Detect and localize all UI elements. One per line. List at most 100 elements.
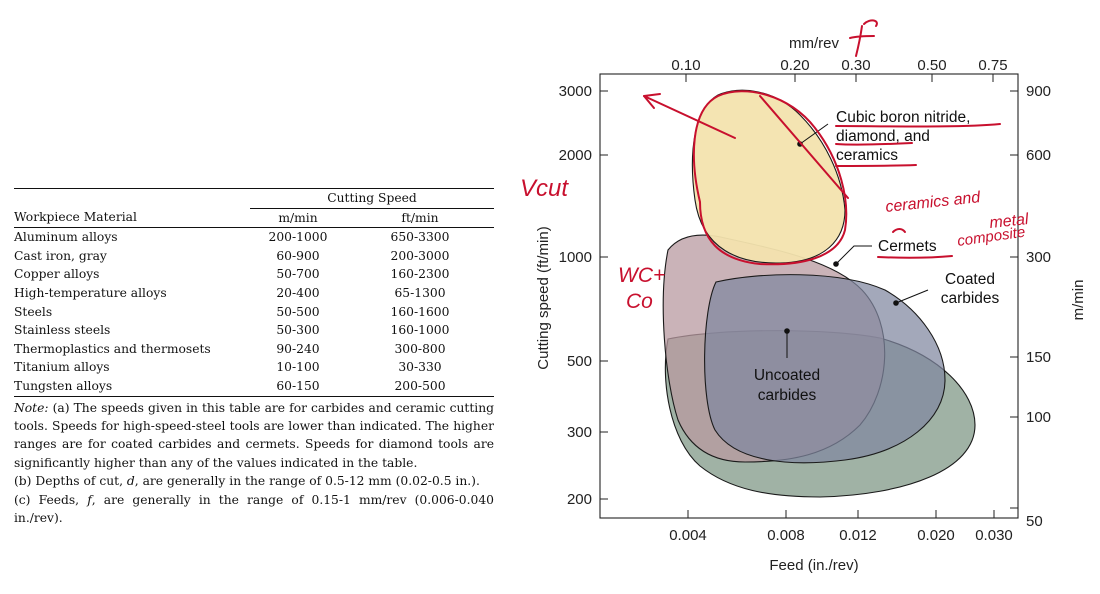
y-axis-left-title: Cutting speed (ft/min) — [535, 226, 552, 369]
y-tick-right-300: 300 — [1026, 249, 1051, 266]
y-tick-left-1000: 1000 — [559, 249, 592, 266]
red-arrow-head — [643, 93, 661, 109]
material-cell: Titanium alloys — [14, 360, 110, 375]
y-tick-left-2000: 2000 — [559, 147, 592, 164]
label-cbn-1: Cubic boron nitride, — [836, 109, 970, 126]
y-tick-right-150: 150 — [1026, 349, 1051, 366]
x-tick-bottom-0.008: 0.008 — [767, 527, 805, 544]
red-outline-cbn — [693, 90, 848, 266]
annotation-wc-co-2: Co — [626, 290, 653, 313]
x-tick-bottom-0.004: 0.004 — [669, 527, 707, 544]
material-cell: Thermoplastics and thermosets — [14, 341, 211, 356]
cutting-speed-table: Cutting Speed Workpiece Material m/min f… — [14, 188, 494, 397]
table-row: Thermoplastics and thermosets 90-240 300-8… — [14, 340, 494, 359]
handwritten-annotations — [643, 19, 1001, 266]
material-cell: High-temperature alloys — [14, 285, 167, 300]
m-min-cell: 10-100 — [276, 360, 320, 375]
ft-min-cell: 300-800 — [394, 341, 446, 356]
ft-min-cell: 200-3000 — [390, 248, 450, 263]
note-b: (b) Depths of cut, d, are generally in t… — [14, 474, 480, 489]
ft-min-cell: 650-3300 — [390, 230, 450, 245]
coated-leader-dot — [893, 300, 899, 306]
m-min-cell: 50-700 — [276, 267, 320, 282]
x-axis-bottom-title: Feed (in./rev) — [769, 557, 858, 574]
cermets-leader-dot — [833, 261, 839, 267]
region-cbn-diamond-ceramics — [691, 89, 846, 264]
ft-min-cell: 30-330 — [398, 360, 442, 375]
label-uncoated-1: Uncoated — [754, 367, 820, 384]
group-header: Cutting Speed — [250, 188, 494, 209]
x-tick-top-0.50: 0.50 — [917, 57, 946, 74]
table-body: Aluminum alloys 200-1000 650-3300 Cast iron… — [14, 227, 494, 397]
m-min-cell: 90-240 — [276, 341, 320, 356]
x-tick-top-0.20: 0.20 — [780, 57, 809, 74]
table-row: Aluminum alloys 200-1000 650-3300 — [14, 227, 494, 247]
cermets-leader — [835, 245, 872, 265]
label-cermets: Cermets — [878, 238, 937, 255]
note-a: Note: (a) The speeds given in this table… — [14, 400, 494, 470]
plot-frame — [599, 73, 1019, 519]
y-tick-right-600: 600 — [1026, 147, 1051, 164]
label-uncoated-2: carbides — [758, 387, 817, 404]
cutting-speed-table-block: Cutting Speed Workpiece Material m/min f… — [14, 188, 494, 527]
annotation-ceramics-metal-1: ceramics and — [885, 189, 982, 216]
material-cell: Copper alloys — [14, 267, 100, 282]
m-min-cell: 60-150 — [276, 378, 320, 393]
m-min-cell: 60-900 — [276, 248, 320, 263]
table-row: Titanium alloys 10-100 30-330 — [14, 358, 494, 377]
y-tick-left-500: 500 — [567, 353, 592, 370]
y-tick-left-300: 300 — [567, 424, 592, 441]
annotation-wc-co-1: WC+ — [618, 264, 665, 287]
uncoated-leader-dot — [784, 328, 790, 334]
y-tick-right-900: 900 — [1026, 83, 1051, 100]
ft-min-cell: 160-1600 — [390, 304, 450, 319]
note-c: (c) Feeds, f, are generally in the range… — [14, 492, 494, 525]
x-tick-top-0.10: 0.10 — [671, 57, 700, 74]
m-min-cell: 20-400 — [276, 285, 320, 300]
material-cell: Stainless steels — [14, 323, 111, 338]
annotation-ceramics-metal-3: composite — [956, 224, 1026, 250]
annotation-ceramics-metal-2: metal — [989, 211, 1030, 232]
material-cell: Aluminum alloys — [14, 230, 118, 245]
annotation-vcut: Vcut — [520, 175, 569, 202]
label-cbn-2: diamond, and — [836, 128, 930, 145]
red-tangent-line — [759, 95, 849, 199]
x-tick-top-0.30: 0.30 — [841, 57, 870, 74]
red-caret-cermets — [892, 228, 906, 233]
red-arrow-line — [643, 95, 736, 139]
material-cell: Steels — [14, 304, 53, 319]
red-underline-cermets — [877, 255, 953, 259]
x-tick-bottom-0.012: 0.012 — [839, 527, 877, 544]
material-cell: Cast iron, gray — [14, 248, 107, 263]
red-underline-cbn — [835, 123, 1001, 128]
coated-leader — [895, 289, 929, 304]
x-tick-top-0.75: 0.75 — [978, 57, 1007, 74]
table-row: Cast iron, gray 60-900 200-3000 — [14, 247, 494, 266]
ft-min-cell: 200-500 — [394, 378, 446, 393]
ft-min-cell: 65-1300 — [394, 285, 446, 300]
y-tick-left-200: 200 — [567, 491, 592, 508]
m-min-cell: 50-300 — [276, 323, 320, 338]
table-row: Stainless steels 50-300 160-1000 — [14, 321, 494, 340]
col-ft-header: ft/min — [401, 210, 439, 225]
label-coated-2: carbides — [941, 290, 1000, 307]
ft-min-cell: 160-2300 — [390, 267, 450, 282]
material-cell: Tungsten alloys — [14, 378, 113, 393]
x-axis-top-title: mm/rev — [789, 35, 839, 52]
table-row: Copper alloys 50-700 160-2300 — [14, 265, 494, 284]
col-material-header: Workpiece Material — [14, 210, 137, 225]
m-min-cell: 200-1000 — [268, 230, 328, 245]
y-tick-left-3000: 3000 — [559, 83, 592, 100]
label-coated-1: Coated — [945, 271, 995, 288]
cbn-leader — [799, 123, 829, 145]
x-tick-bottom-0.020: 0.020 — [917, 527, 955, 544]
red-underline-ceramics — [835, 164, 917, 167]
y-tick-right-50: 50 — [1026, 513, 1043, 530]
red-f-glyph — [849, 19, 878, 57]
red-underline-diamond — [835, 142, 913, 146]
m-min-cell: 50-500 — [276, 304, 320, 319]
label-cbn-3: ceramics — [836, 147, 898, 164]
col-m-header: m/min — [278, 210, 318, 225]
table-row: Tungsten alloys 60-150 200-500 — [14, 377, 494, 397]
